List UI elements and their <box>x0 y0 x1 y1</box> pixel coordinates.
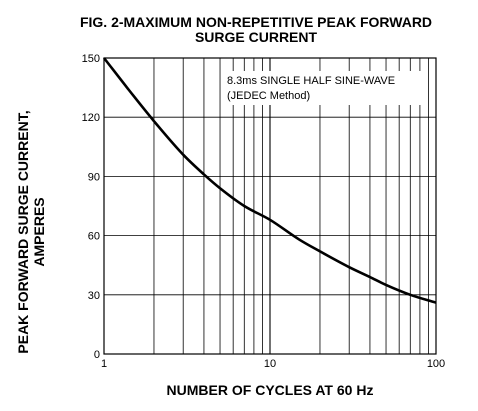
annotation-box <box>224 71 422 105</box>
y-tick-label: 90 <box>88 171 100 183</box>
y-tick-label: 150 <box>82 53 100 65</box>
y-tick-label: 30 <box>88 290 100 302</box>
y-tick-labels: 0 30 60 90 120 150 <box>82 53 100 361</box>
y-tick-label: 60 <box>88 231 100 243</box>
annotation-line-1: 8.3ms SINGLE HALF SINE-WAVE <box>227 75 395 87</box>
y-axis-label-line-1: PEAK FORWARD SURGE CURRENT, <box>15 110 31 354</box>
x-tick-label: 10 <box>264 358 276 370</box>
y-tick-label: 120 <box>82 112 100 124</box>
series-line <box>102 57 437 304</box>
y-axis-label: PEAK FORWARD SURGE CURRENT, AMPERES <box>15 110 47 353</box>
annotation-line-2: (JEDEC Method) <box>227 90 310 102</box>
plot-frame <box>103 57 437 355</box>
chart-title-line-1: FIG. 2-MAXIMUM NON-REPETITIVE PEAK FORWA… <box>79 14 433 30</box>
x-tick-labels: 1 10 100 <box>101 358 445 370</box>
grid <box>104 58 436 354</box>
x-tick-label: 1 <box>101 358 107 370</box>
x-axis-label: NUMBER OF CYCLES AT 60 Hz <box>166 382 374 398</box>
y-tick-label: 0 <box>94 349 100 361</box>
x-tick-label: 100 <box>427 358 445 370</box>
y-axis-label-line-2: AMPERES <box>31 197 47 267</box>
chart-title-line-2: SURGE CURRENT <box>194 29 318 45</box>
